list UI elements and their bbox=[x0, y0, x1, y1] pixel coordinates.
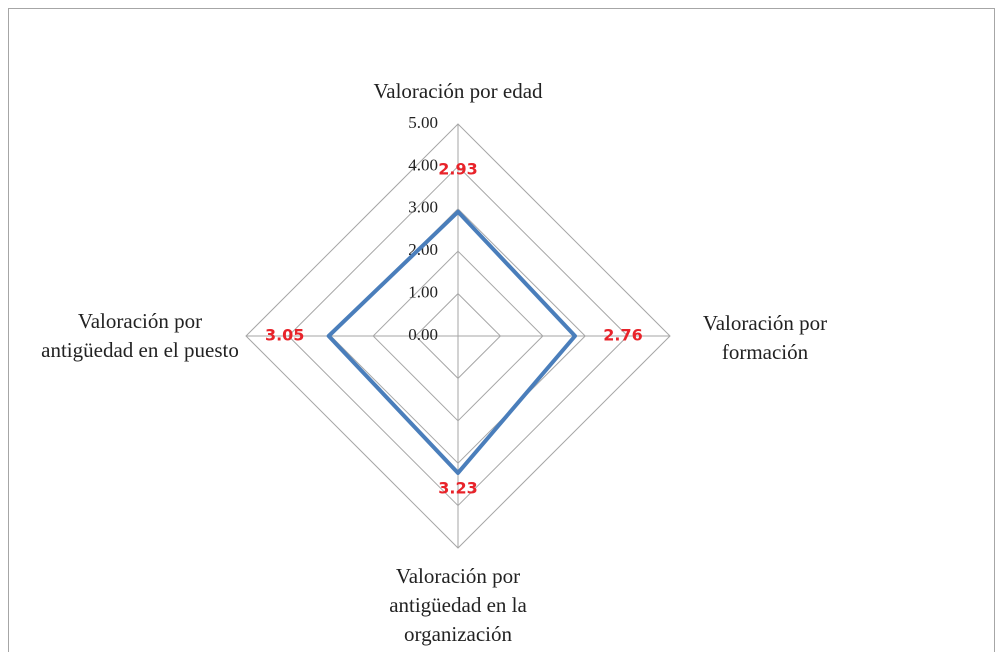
data-label: 2.93 bbox=[438, 159, 477, 178]
data-label: 2.76 bbox=[603, 326, 642, 345]
category-label: Valoración por antigüedad en la organiza… bbox=[389, 564, 527, 646]
series-line bbox=[326, 209, 578, 475]
tick-label: 3.00 bbox=[408, 198, 438, 217]
category-label: Valoración por antigüedad en el puesto bbox=[41, 309, 239, 362]
data-label: 3.23 bbox=[438, 478, 477, 497]
data-label: 3.05 bbox=[265, 326, 304, 345]
category-label: Valoración por edad bbox=[373, 79, 543, 103]
tick-label: 1.00 bbox=[408, 283, 438, 302]
tick-label: 4.00 bbox=[408, 155, 438, 174]
tick-label: 5.00 bbox=[408, 113, 438, 132]
category-label: Valoración por formación bbox=[702, 311, 828, 364]
chart-border bbox=[8, 8, 995, 652]
tick-label: 0.00 bbox=[408, 325, 438, 344]
